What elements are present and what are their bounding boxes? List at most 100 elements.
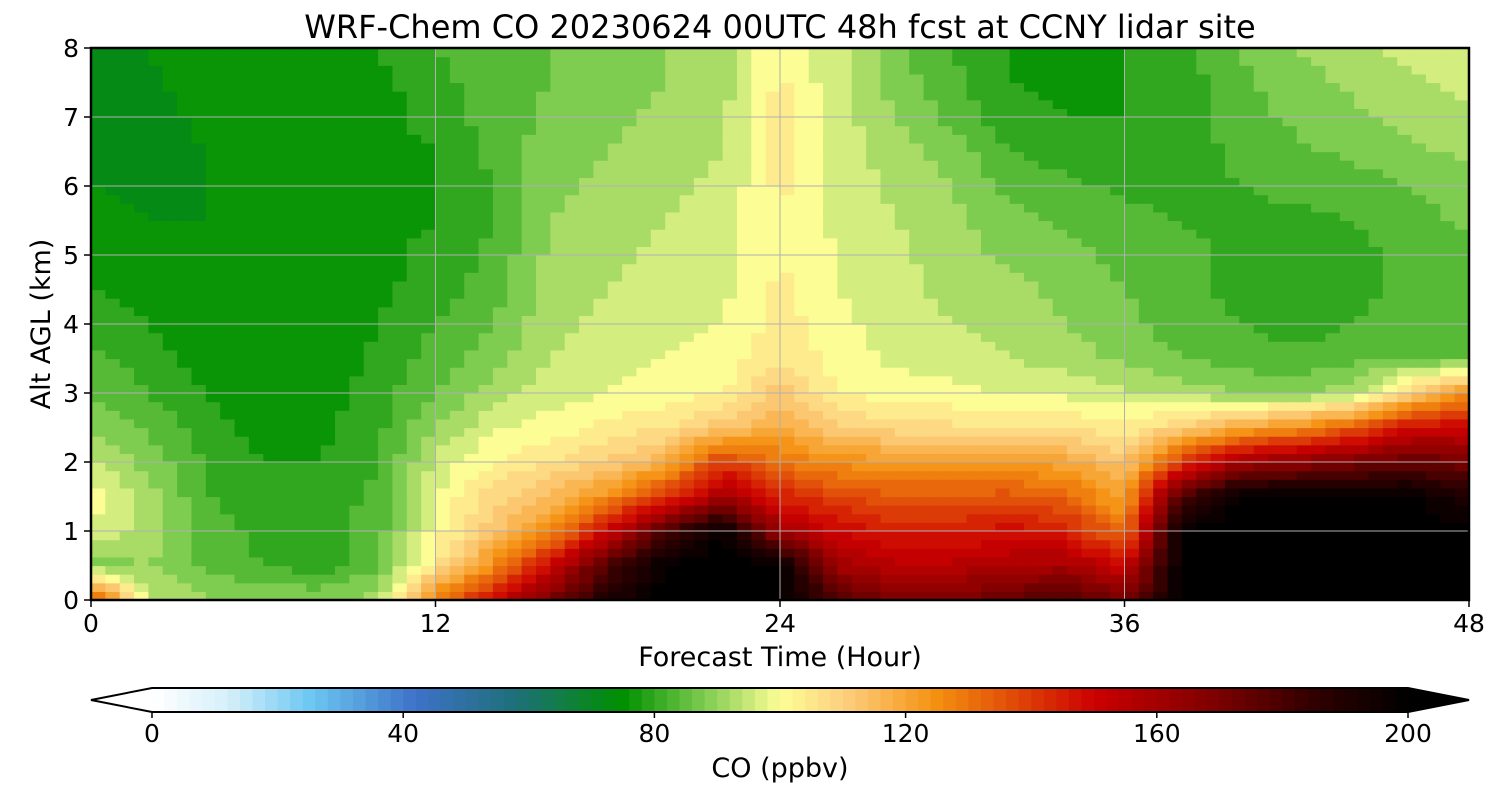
field-cell	[650, 591, 666, 601]
field-cell	[1153, 263, 1169, 273]
field-cell	[521, 582, 537, 592]
field-cell	[607, 229, 623, 239]
field-cell	[1382, 306, 1398, 316]
field-cell	[277, 418, 293, 429]
field-cell	[521, 255, 537, 265]
field-cell	[880, 194, 896, 204]
field-cell	[866, 298, 882, 308]
field-cell	[1411, 487, 1427, 498]
field-cell	[780, 332, 795, 342]
field-cell	[162, 401, 178, 411]
field-cell	[1024, 186, 1039, 196]
field-cell	[693, 565, 709, 575]
field-cell	[1253, 375, 1269, 385]
field-cell	[363, 168, 379, 178]
field-cell	[363, 177, 379, 187]
field-cell	[478, 160, 494, 170]
field-cell	[291, 496, 307, 506]
field-cell	[1181, 444, 1197, 454]
field-cell	[306, 324, 322, 334]
field-cell	[1411, 418, 1427, 429]
field-cell	[1038, 410, 1054, 420]
field-cell	[406, 401, 422, 411]
field-cell	[837, 203, 853, 213]
field-cell	[679, 418, 695, 429]
field-cell	[708, 349, 724, 360]
field-cell	[765, 332, 781, 342]
field-cell	[435, 358, 451, 368]
field-cell	[808, 453, 824, 463]
field-cell	[1239, 349, 1255, 360]
field-cell	[1024, 324, 1039, 334]
field-cell	[464, 186, 480, 196]
field-cell	[851, 349, 867, 360]
field-cell	[952, 332, 968, 342]
field-cell	[1440, 427, 1456, 437]
field-cell	[550, 324, 566, 334]
field-cell	[564, 341, 580, 351]
field-cell	[1124, 220, 1140, 230]
field-cell	[1196, 539, 1212, 549]
field-cell	[119, 505, 135, 515]
field-cell	[507, 410, 523, 420]
field-cell	[837, 194, 853, 204]
field-cell	[593, 427, 609, 437]
field-cell	[507, 151, 523, 161]
field-cell	[392, 220, 408, 230]
field-cell	[765, 522, 781, 532]
field-cell	[909, 513, 925, 523]
field-cell	[1067, 479, 1083, 489]
field-cell	[234, 565, 250, 575]
co-field	[91, 48, 1470, 601]
field-cell	[1282, 487, 1298, 498]
field-cell	[191, 427, 207, 437]
field-cell	[378, 298, 394, 308]
field-cell	[521, 548, 537, 558]
field-cell	[335, 582, 350, 592]
field-cell	[1325, 315, 1341, 325]
field-cell	[650, 556, 666, 567]
field-cell	[579, 237, 594, 247]
field-cell	[1138, 324, 1154, 334]
field-cell	[535, 548, 551, 558]
field-cell	[1167, 237, 1183, 247]
field-cell	[679, 229, 695, 239]
field-cell	[392, 505, 408, 515]
field-cell	[1282, 349, 1298, 360]
field-cell	[162, 246, 178, 256]
field-cell	[1196, 513, 1212, 523]
field-cell	[1354, 186, 1370, 196]
field-cell	[1210, 151, 1226, 161]
field-cell	[708, 565, 724, 575]
field-cell	[593, 574, 609, 584]
field-cell	[220, 177, 236, 187]
field-cell	[564, 280, 580, 291]
field-cell	[478, 272, 494, 282]
field-cell	[636, 255, 652, 265]
field-cell	[1052, 453, 1068, 463]
field-cell	[1153, 375, 1169, 385]
field-cell	[492, 324, 508, 334]
field-cell	[1081, 427, 1097, 437]
field-cell	[492, 393, 508, 403]
field-cell	[1052, 513, 1068, 523]
field-cell	[1425, 582, 1441, 592]
field-cell	[1397, 470, 1413, 480]
field-cell	[823, 194, 839, 204]
field-cell	[1153, 582, 1169, 592]
field-cell	[1397, 487, 1413, 498]
field-cell	[607, 306, 623, 316]
field-cell	[1397, 168, 1413, 178]
field-cell	[277, 427, 293, 437]
field-cell	[1411, 531, 1427, 541]
field-cell	[1024, 505, 1039, 515]
field-cell	[665, 418, 681, 429]
field-cell	[1354, 591, 1370, 601]
field-cell	[1354, 522, 1370, 532]
field-cell	[1296, 556, 1312, 567]
field-cell	[1224, 531, 1240, 541]
field-cell	[1095, 591, 1111, 601]
field-cell	[1425, 229, 1441, 239]
field-cell	[277, 168, 293, 178]
field-cell	[1110, 496, 1126, 506]
